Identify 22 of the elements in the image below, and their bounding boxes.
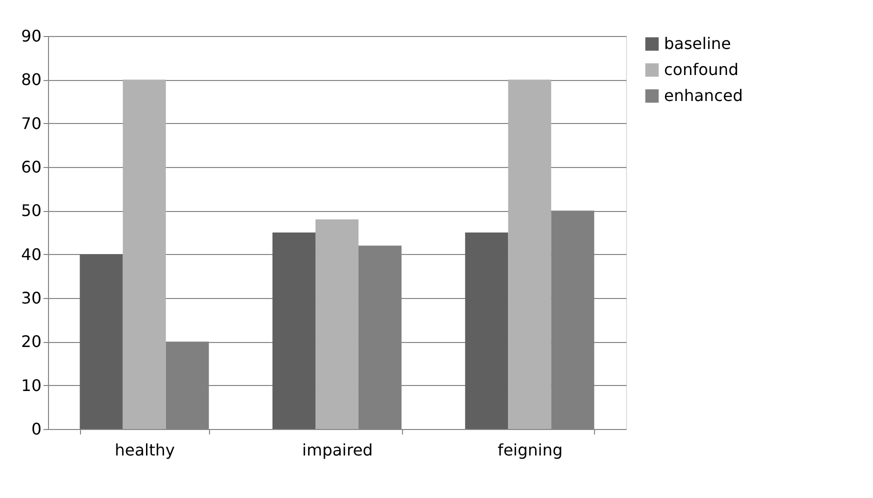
y-tick-label: 80 bbox=[21, 70, 42, 90]
y-tick-label: 10 bbox=[21, 376, 42, 395]
bar bbox=[465, 232, 508, 429]
bar bbox=[80, 254, 123, 429]
y-tick-label: 90 bbox=[21, 26, 42, 46]
legend-label: enhanced bbox=[664, 86, 743, 105]
bar bbox=[315, 219, 359, 429]
bar bbox=[508, 80, 552, 429]
y-tick-label: 40 bbox=[21, 244, 42, 264]
x-tick-label: feigning bbox=[498, 440, 563, 460]
y-tick-label: 0 bbox=[31, 420, 42, 438]
x-tick-label: healthy bbox=[114, 440, 175, 460]
y-tick-label: 30 bbox=[21, 288, 42, 308]
y-tick-label: 70 bbox=[21, 114, 42, 133]
y-tick-label: 20 bbox=[21, 332, 42, 352]
bar bbox=[122, 80, 166, 429]
x-tick-label: impaired bbox=[302, 440, 373, 460]
bar bbox=[272, 232, 316, 429]
legend-label: baseline bbox=[664, 34, 732, 53]
legend-label: confound bbox=[664, 60, 739, 79]
y-tick-label: 60 bbox=[21, 158, 42, 176]
y-tick-label: 50 bbox=[21, 201, 42, 220]
